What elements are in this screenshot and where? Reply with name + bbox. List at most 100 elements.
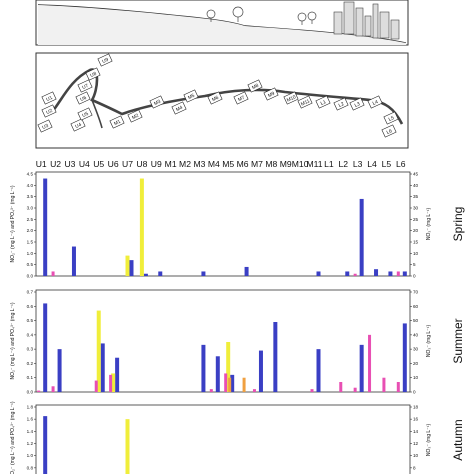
map-site-box [97, 53, 113, 67]
map-site-box [109, 115, 125, 129]
left-tick-label: 0.7 [27, 290, 34, 295]
map-site-marker: U3 [37, 119, 53, 133]
bar-nitrate [115, 357, 120, 392]
map-site-marker: U9 [97, 53, 113, 67]
bar-nitrite [111, 373, 116, 392]
map-site-marker: U1 [41, 91, 57, 105]
site-label: L1 [324, 159, 334, 169]
site-label: L5 [382, 159, 392, 169]
bar-phosphate [382, 377, 386, 392]
map-site-box [70, 118, 86, 132]
chart-panels: 0.0 0.5 1.0 1.5 2.0 2.5 3.0 3.5 4.0 4.5 0 5 10 15 20 25… [10, 172, 465, 474]
map-site-box [297, 95, 313, 109]
bar-nitrate [359, 344, 364, 392]
site-label: U4 [79, 159, 90, 169]
map-site-label: M5 [187, 93, 196, 101]
right-tick-label: 16 [413, 417, 419, 422]
bar-phosphate [224, 373, 228, 392]
bar-nitrate [230, 374, 235, 392]
map-site-label: M6 [211, 95, 220, 103]
map-site-label: M4 [175, 105, 184, 113]
bar-phosphate [310, 389, 314, 392]
right-tick-label: 10 [413, 375, 419, 380]
bar-nitrate [244, 266, 249, 276]
left-axis-label: NO₂⁻ (mg L⁻¹) and PO₄³⁻ (mg L⁻¹) [10, 302, 16, 379]
site-label: M9 [280, 159, 292, 169]
right-tick-label: 8 [413, 465, 416, 470]
map-site-label: M8 [251, 83, 260, 91]
bar-phosphate [209, 389, 213, 392]
map-site-marker: U7 [77, 79, 93, 93]
left-tick-label: 4.0 [27, 183, 34, 188]
map-site-marker: M9 [263, 87, 279, 101]
bar-nitrate [143, 273, 148, 276]
chart-panel-summer: 0.0 0.1 0.2 0.3 0.4 0.5 0.6 0.7 0 10 20 30 40 50 60 70 N… [10, 290, 465, 395]
bar-nitrate [374, 269, 379, 276]
map-site-label: L4 [372, 99, 380, 107]
bar-nitrate [43, 178, 48, 276]
left-tick-label: 3.0 [27, 206, 34, 211]
site-label: U5 [93, 159, 104, 169]
map-site-label: M7 [237, 95, 246, 103]
chart-frame [35, 289, 411, 393]
bar-nitrate [402, 323, 407, 392]
right-axis-label: NO₃⁻ (mg L⁻¹) [426, 208, 432, 241]
map-site-marker: U2 [41, 104, 57, 118]
left-tick-label: 4.5 [27, 172, 34, 177]
terrain-shade [38, 5, 406, 45]
right-tick-label: 18 [413, 405, 419, 410]
map-site-label: M10 [286, 94, 297, 104]
bar-phosphate [37, 390, 41, 392]
map-site-label: L2 [338, 101, 346, 109]
map-site-box [77, 79, 93, 93]
site-label: M4 [208, 159, 220, 169]
left-tick-label: 0.2 [27, 361, 34, 366]
map-site-label: M2 [131, 113, 140, 121]
map-site-marker: M10 [283, 91, 299, 105]
map-site-box [315, 95, 331, 109]
right-tick-label: 0 [413, 390, 416, 395]
map-site-box [383, 111, 399, 125]
left-tick-label: 2.0 [27, 228, 34, 233]
site-label: M10 [292, 159, 309, 169]
map-site-marker: U4 [70, 118, 86, 132]
left-tick-label: 0.5 [27, 262, 34, 267]
site-label: U7 [122, 159, 133, 169]
site-label: M1 [165, 159, 177, 169]
map-site-label: M3 [153, 99, 162, 107]
site-label: M11 [306, 159, 322, 169]
bar-phosphate [353, 273, 357, 276]
bar-phosphate [396, 382, 400, 392]
map-site-box [367, 95, 383, 109]
right-tick-label: 60 [413, 304, 419, 309]
landscape-panel [35, 0, 409, 46]
map-site-marker: L3 [349, 97, 365, 111]
bar-nitrate [273, 322, 278, 392]
city-buildings-icon [333, 1, 400, 40]
left-tick-label: 1.6 [27, 417, 34, 422]
right-tick-label: 12 [413, 441, 419, 446]
season-label: Summer [451, 318, 465, 363]
map-site-marker: M1 [109, 115, 125, 129]
chart-panel-spring: 0.0 0.5 1.0 1.5 2.0 2.5 3.0 3.5 4.0 4.5 0 5 10 15 20 25… [10, 172, 465, 279]
left-tick-label: 0.5 [27, 318, 34, 323]
map-site-label: U8 [89, 71, 97, 79]
map-site-box [75, 91, 91, 105]
site-label: M3 [193, 159, 205, 169]
map-site-box [333, 97, 349, 111]
left-tick-label: 0.6 [27, 304, 34, 309]
map-site-label: U3 [41, 123, 49, 131]
bar-nitrate [201, 344, 206, 392]
map-site-marker: M5 [183, 89, 199, 103]
map-site-marker: U5 [77, 107, 93, 121]
map-site-marker: M8 [247, 79, 263, 93]
bar-nitrate [402, 271, 407, 276]
site-label: U6 [108, 159, 119, 169]
bar-nitrite [125, 419, 130, 474]
bar-phosphate [353, 387, 357, 392]
left-tick-label: 1.4 [27, 429, 34, 434]
right-tick-label: 35 [413, 194, 419, 199]
map-site-box [149, 95, 165, 109]
site-label: L2 [338, 159, 348, 169]
site-label: U3 [64, 159, 75, 169]
